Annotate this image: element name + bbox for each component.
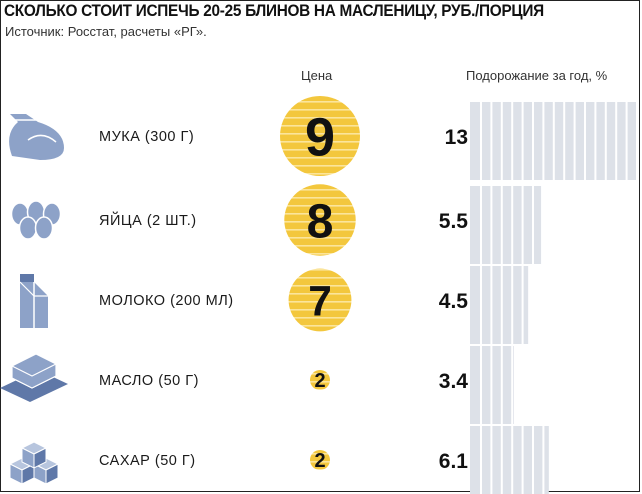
growth-value: 4.5 xyxy=(439,290,469,313)
price-circle xyxy=(310,370,330,390)
growth-bar xyxy=(470,102,638,180)
category-label: ЯЙЦА (2 ШТ.) xyxy=(99,211,197,229)
category-label: МОЛОКО (200 МЛ) xyxy=(99,293,234,309)
growth-column-header: Подорожание за год, % xyxy=(466,68,608,83)
price-value: 2 xyxy=(314,450,325,472)
chart-title: СКОЛЬКО СТОИТ ИСПЕЧЬ 20-25 БЛИНОВ НА МАС… xyxy=(4,2,544,20)
growth-bar xyxy=(470,426,549,494)
growth-layer: 13 5.5 4.5 3.4 6.1 xyxy=(439,102,638,494)
price-layer: 9 8 7 2 2 xyxy=(280,96,360,472)
price-value: 2 xyxy=(314,370,325,392)
flour-bag-icon xyxy=(9,114,65,160)
price-circle xyxy=(288,268,352,332)
price-value: 9 xyxy=(305,107,335,167)
price-value: 7 xyxy=(308,277,332,324)
price-circle xyxy=(310,450,330,470)
price-circle xyxy=(284,184,356,256)
growth-bar xyxy=(470,266,529,344)
category-label: САХАР (50 Г) xyxy=(99,453,196,469)
eggs-icon xyxy=(10,200,62,240)
growth-value: 5.5 xyxy=(439,210,469,233)
labels-layer: МУКА (300 Г) ЯЙЦА (2 ШТ.) МОЛОКО (200 МЛ) М… xyxy=(99,129,234,469)
price-value: 8 xyxy=(307,194,334,248)
growth-bar xyxy=(470,186,542,264)
source-note: Источник: Росстат, расчеты «РГ». xyxy=(5,24,207,39)
sugar-cubes-icon xyxy=(8,441,60,485)
growth-value: 3.4 xyxy=(439,370,469,393)
category-label: МАСЛО (50 Г) xyxy=(99,373,199,389)
price-circle xyxy=(280,96,360,176)
growth-value: 6.1 xyxy=(439,450,469,473)
milk-carton-icon xyxy=(19,274,48,328)
icons-layer xyxy=(0,114,68,485)
price-column-header: Цена xyxy=(301,68,333,83)
growth-bar xyxy=(470,346,514,424)
growth-value: 13 xyxy=(445,126,468,149)
butter-icon xyxy=(0,353,68,402)
category-label: МУКА (300 Г) xyxy=(99,129,194,145)
